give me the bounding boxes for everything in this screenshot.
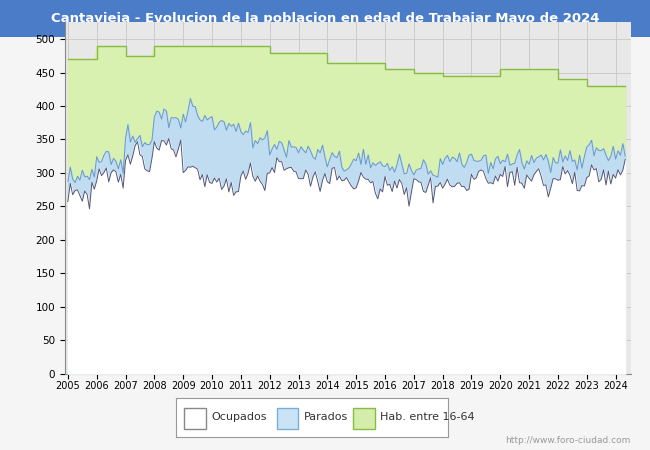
Text: Hab. entre 16-64: Hab. entre 16-64: [380, 412, 475, 423]
Text: Parados: Parados: [304, 412, 348, 423]
Text: http://www.foro-ciudad.com: http://www.foro-ciudad.com: [505, 436, 630, 445]
Bar: [353, 408, 375, 429]
Text: Ocupados: Ocupados: [211, 412, 266, 423]
Bar: [184, 408, 205, 429]
Bar: [276, 408, 298, 429]
Text: Cantavieja - Evolucion de la poblacion en edad de Trabajar Mayo de 2024: Cantavieja - Evolucion de la poblacion e…: [51, 12, 599, 25]
